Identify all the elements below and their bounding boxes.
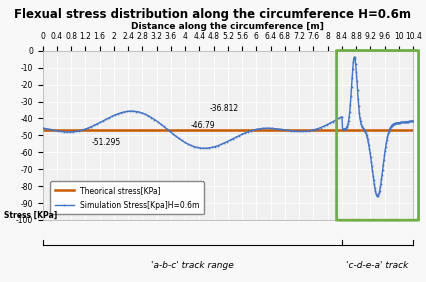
Legend: Theorical stress[KPa], Simulation Stress[Kpa]H=0.6m: Theorical stress[KPa], Simulation Stress…: [50, 181, 204, 214]
Text: -51.295: -51.295: [92, 138, 121, 147]
Text: -46.79: -46.79: [191, 121, 215, 130]
Line: Simulation Stress[Kpa]H=0.6m: Simulation Stress[Kpa]H=0.6m: [42, 56, 414, 197]
Text: 'c-d-e-a' track: 'c-d-e-a' track: [346, 261, 409, 270]
Text: 'a-b-c' track range: 'a-b-c' track range: [151, 261, 233, 270]
Simulation Stress[Kpa]H=0.6m: [362, 129, 367, 132]
X-axis label: Distance along the circumference [m]: Distance along the circumference [m]: [132, 22, 324, 31]
Simulation Stress[Kpa]H=0.6m: [306, 129, 311, 133]
Simulation Stress[Kpa]H=0.6m: [380, 173, 385, 176]
Simulation Stress[Kpa]H=0.6m: [411, 119, 416, 123]
Text: -36.812: -36.812: [210, 104, 239, 113]
Simulation Stress[Kpa]H=0.6m: [375, 195, 380, 198]
Simulation Stress[Kpa]H=0.6m: [297, 130, 302, 133]
Simulation Stress[Kpa]H=0.6m: [389, 125, 394, 128]
Theorical stress[KPa]: [76, 128, 81, 132]
Simulation Stress[Kpa]H=0.6m: [352, 55, 357, 59]
Theorical stress[KPa]: [40, 128, 45, 132]
Simulation Stress[Kpa]H=0.6m: [40, 126, 45, 130]
Text: Stress [KPa]: Stress [KPa]: [4, 211, 58, 220]
Text: Flexual stress distribution along the circumference H=0.6m: Flexual stress distribution along the ci…: [14, 8, 412, 21]
Simulation Stress[Kpa]H=0.6m: [73, 130, 78, 133]
